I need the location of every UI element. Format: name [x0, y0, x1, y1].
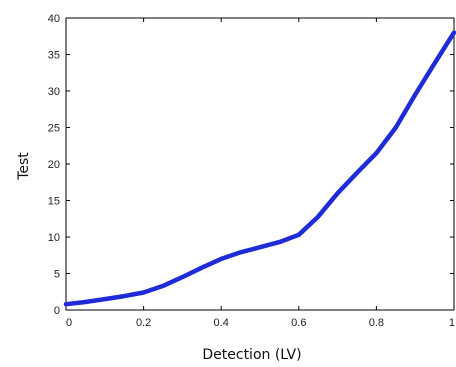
y-axis: 0 5 10 15 20 25 30 35 40 [48, 13, 454, 317]
y-tick-label: 30 [48, 86, 60, 98]
x-tick-label: 0.2 [136, 317, 151, 329]
y-tick-label: 0 [54, 305, 60, 317]
x-axis-title: Detection (LV) [202, 347, 301, 363]
y-tick-label: 15 [48, 196, 60, 208]
y-tick-label: 20 [48, 159, 60, 171]
x-tick-label: 1 [449, 317, 455, 329]
y-tick-label: 5 [54, 269, 60, 281]
y-tick-label: 25 [48, 123, 60, 135]
y-tick-label: 35 [48, 50, 60, 62]
y-tick-label: 40 [48, 13, 60, 25]
x-tick-label: 0.4 [214, 317, 229, 329]
series-layer [63, 30, 456, 307]
x-tick-label: 0.6 [291, 317, 306, 329]
plot-area [65, 17, 455, 311]
x-tick-label: 0.8 [369, 317, 384, 329]
y-tick-label: 10 [48, 232, 60, 244]
x-tick-label: 0 [66, 317, 72, 329]
y-axis-title: Test [16, 152, 32, 181]
x-axis: 0 0.2 0.4 0.6 0.8 1 [65, 18, 455, 329]
series-line [63, 30, 456, 307]
